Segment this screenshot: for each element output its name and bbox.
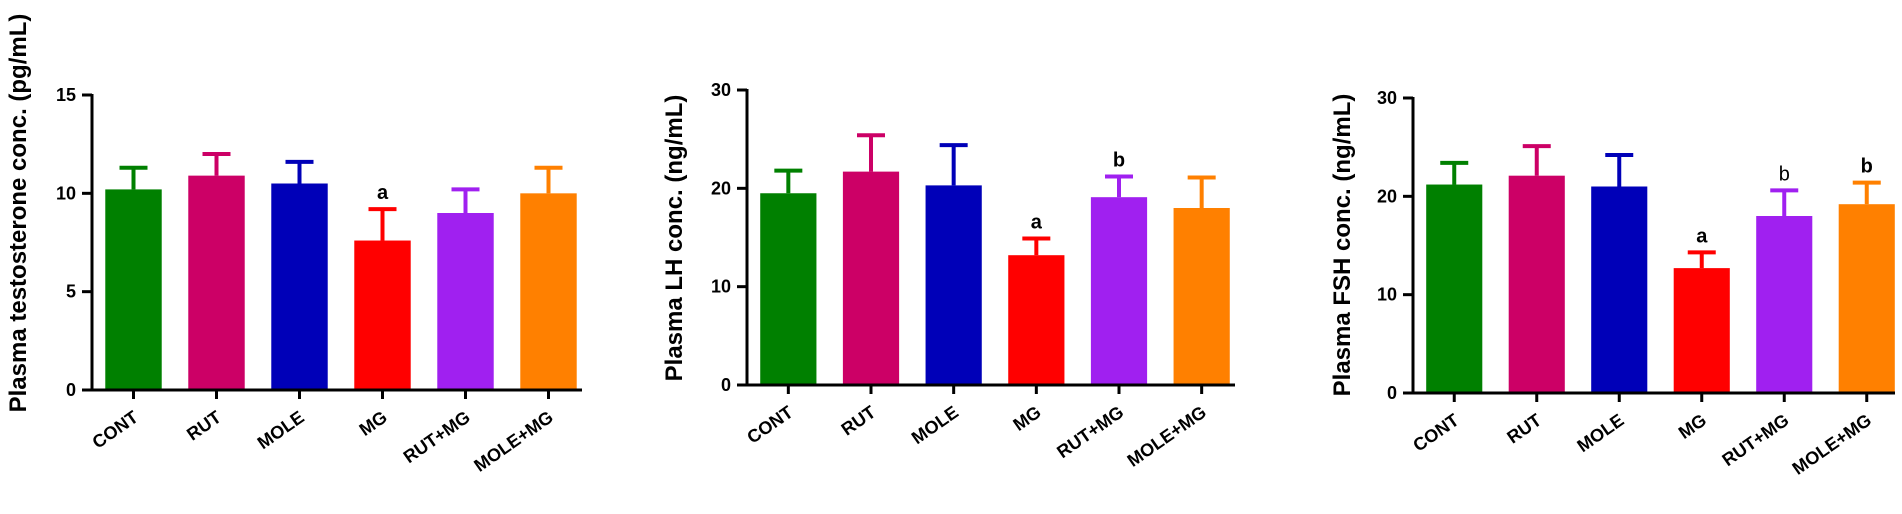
y-tick-label: 0 bbox=[66, 380, 76, 400]
category-label: MOLE bbox=[254, 407, 308, 453]
category-label: RUT+MG bbox=[400, 407, 474, 467]
category-label: MOLE bbox=[1573, 410, 1627, 456]
bar-rut-plus-mg bbox=[1090, 197, 1148, 385]
y-tick-label: 10 bbox=[56, 183, 76, 203]
category-label: RUT bbox=[1503, 410, 1545, 448]
y-tick-label: 20 bbox=[1377, 186, 1397, 206]
category-label: MOLE+MG bbox=[1789, 410, 1875, 479]
category-label: RUT+MG bbox=[1718, 410, 1792, 470]
bar-mole-plus-mg bbox=[1173, 208, 1230, 385]
bar-mole-plus-mg bbox=[520, 193, 577, 390]
y-axis-title: Plasma LH conc. (ng/mL) bbox=[661, 95, 688, 382]
y-tick-label: 0 bbox=[1387, 383, 1397, 403]
y-axis-title: Plasma FSH conc. (ng/mL) bbox=[1329, 94, 1356, 397]
category-label: MG bbox=[356, 407, 391, 440]
significance-label: a bbox=[1696, 225, 1708, 247]
y-tick-label: 30 bbox=[1377, 88, 1397, 108]
bar-mole bbox=[1591, 186, 1648, 393]
bar-mg bbox=[1673, 268, 1730, 393]
category-label: MG bbox=[1675, 410, 1710, 443]
category-label: MG bbox=[1009, 402, 1044, 435]
bar-mg bbox=[354, 240, 411, 390]
significance-label: b bbox=[1779, 163, 1790, 185]
chart-panel-3: CONT RUT MOLE a MG b RUT+MG b MOLE+MG 0 10 20 30 Plas… bbox=[1329, 88, 1895, 479]
y-tick-label: 5 bbox=[66, 282, 76, 302]
significance-label: b bbox=[1113, 150, 1125, 172]
bar-mole bbox=[925, 185, 982, 385]
category-label: RUT+MG bbox=[1053, 402, 1127, 462]
category-label: CONT bbox=[743, 402, 796, 448]
y-tick-label: 20 bbox=[711, 178, 731, 198]
category-label: MOLE+MG bbox=[1124, 402, 1210, 471]
category-label: CONT bbox=[89, 407, 142, 453]
y-axis-title: Plasma testosterone conc. (pg/mL) bbox=[5, 14, 32, 413]
y-tick-label: 10 bbox=[1377, 285, 1397, 305]
bar-mole bbox=[271, 183, 328, 390]
y-tick-label: 30 bbox=[711, 80, 731, 100]
category-label: RUT bbox=[183, 407, 225, 445]
bar-cont bbox=[760, 193, 817, 385]
bar-cont bbox=[105, 189, 162, 390]
bar-rut bbox=[188, 175, 245, 390]
significance-label: a bbox=[1031, 211, 1043, 233]
significance-label: a bbox=[377, 182, 389, 204]
y-tick-label: 0 bbox=[721, 375, 731, 395]
bar-rut bbox=[1508, 175, 1565, 393]
significance-label: b bbox=[1861, 156, 1873, 178]
bar-mole-plus-mg bbox=[1838, 204, 1895, 393]
category-label: MOLE bbox=[908, 402, 962, 448]
bar-cont bbox=[1426, 184, 1483, 393]
bar-rut bbox=[842, 171, 900, 385]
bar-mg bbox=[1008, 255, 1065, 385]
category-label: RUT bbox=[838, 402, 880, 440]
y-tick-label: 10 bbox=[711, 277, 731, 297]
bar-rut-plus-mg bbox=[1756, 216, 1813, 393]
category-label: CONT bbox=[1409, 410, 1462, 456]
bar-rut-plus-mg bbox=[437, 213, 494, 390]
category-label: MOLE+MG bbox=[470, 407, 556, 476]
y-tick-label: 15 bbox=[56, 85, 76, 105]
